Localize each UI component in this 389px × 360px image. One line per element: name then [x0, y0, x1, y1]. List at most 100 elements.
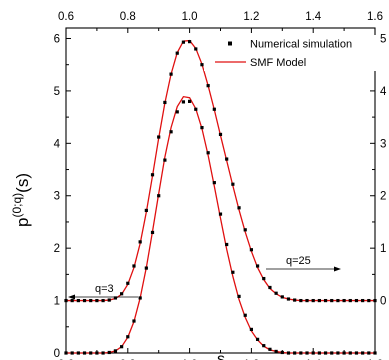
data-point-q=3	[113, 349, 118, 353]
data-point-q=3	[157, 194, 161, 198]
data-point-q=25	[255, 264, 260, 268]
data-point-q=25	[107, 298, 111, 302]
y-axis-title-main: p	[13, 218, 32, 227]
x-tick-label-top: 1.0	[182, 11, 198, 23]
y-tick-label-left: 4	[54, 138, 61, 150]
y-axis-title-sup: (0;q)	[10, 193, 24, 218]
data-point-q=3	[82, 351, 87, 355]
y-tick-label-left: 3	[54, 191, 60, 203]
data-point-q=25	[237, 206, 241, 210]
data-point-q=25	[169, 72, 173, 76]
data-point-q=25	[336, 298, 340, 303]
data-point-q=25	[70, 298, 74, 303]
y-tick-label-right: 1	[380, 243, 386, 255]
y-tick-label-right: 0	[380, 296, 386, 308]
data-point-q=3	[348, 351, 352, 355]
data-point-q=25	[249, 248, 253, 252]
data-point-q=3	[200, 126, 204, 130]
data-point-q=3	[181, 100, 186, 104]
data-point-q=3	[175, 110, 179, 114]
data-point-q=3	[367, 351, 371, 355]
data-point-q=25	[311, 298, 315, 303]
data-point-q=3	[163, 158, 167, 162]
data-point-q=3	[280, 350, 284, 355]
data-point-q=3	[293, 351, 297, 355]
data-point-q=3	[305, 351, 309, 355]
data-point-q=3	[126, 335, 130, 339]
series-line-q=3	[66, 95, 375, 354]
data-point-q=25	[212, 107, 216, 111]
data-point-q=25	[132, 264, 136, 268]
axes: 0.60.60.80.81.01.01.21.21.41.41.61.60123…	[54, 11, 387, 360]
data-point-q=3	[354, 351, 359, 355]
data-point-q=3	[144, 266, 148, 270]
data-point-q=25	[305, 298, 309, 303]
data-point-q=25	[299, 298, 303, 303]
data-point-q=25	[243, 228, 247, 232]
annotation-q25-arrowhead	[334, 266, 341, 272]
data-point-q=3	[330, 351, 334, 355]
data-point-q=3	[336, 351, 340, 355]
data-point-q=25	[76, 298, 80, 303]
y-tick-label-left: 5	[54, 86, 60, 98]
data-point-q=25	[181, 40, 186, 44]
y-axis-title-tail: (s)	[13, 173, 32, 193]
data-point-q=3	[150, 230, 155, 235]
y-axis-title: p(0;q)(s)	[10, 173, 32, 227]
data-point-q=3	[342, 351, 346, 355]
data-point-q=25	[175, 51, 179, 55]
data-point-q=3	[323, 351, 328, 355]
plot-frame	[65, 27, 376, 354]
annotations: q=25 q=3	[68, 255, 341, 300]
data-point-q=25	[354, 298, 359, 303]
data-point-q=25	[225, 157, 229, 161]
data-point-q=25	[274, 291, 278, 295]
data-point-q=25	[101, 298, 105, 303]
data-point-q=25	[64, 298, 68, 303]
x-axis-title: s	[217, 351, 225, 360]
legend-box	[204, 35, 378, 71]
data-point-q=3	[243, 313, 247, 317]
annotation-q3-label: q=3	[95, 283, 114, 295]
data-point-q=3	[268, 347, 272, 351]
data-point-q=25	[373, 298, 377, 303]
legend-label-simulation: Numerical simulation	[250, 39, 352, 51]
y-tick-label-left: 1	[54, 296, 60, 308]
data-point-q=25	[206, 84, 210, 88]
data-point-q=3	[218, 212, 223, 216]
data-point-q=3	[101, 351, 105, 355]
data-point-q=3	[132, 319, 136, 323]
legend-label-model: SMF Model	[250, 57, 306, 69]
legend-marker-simulation	[228, 41, 232, 46]
data-point-q=25	[231, 182, 235, 186]
data-point-q=25	[157, 135, 161, 139]
data-point-q=3	[138, 296, 142, 300]
legend: Numerical simulation SMF Model	[204, 35, 378, 71]
x-tick-label-top: 0.6	[58, 11, 74, 23]
data-point-q=3	[262, 344, 266, 348]
data-point-q=3	[76, 351, 80, 355]
y-tick-label-right: 4	[380, 86, 387, 98]
data-point-q=3	[70, 351, 74, 355]
data-point-q=25	[293, 298, 297, 302]
data-point-q=25	[113, 296, 118, 300]
data-point-q=25	[82, 298, 87, 303]
data-point-q=25	[194, 47, 198, 51]
data-point-q=25	[163, 100, 167, 105]
data-point-q=25	[95, 298, 99, 303]
data-point-q=3	[311, 351, 315, 355]
data-point-q=3	[225, 242, 229, 247]
annotation-q3-arrowhead	[68, 294, 75, 300]
annotation-q25-label: q=25	[286, 255, 311, 267]
data-point-q=3	[212, 181, 216, 185]
data-point-q=25	[120, 292, 124, 296]
data-point-q=3	[95, 351, 99, 355]
data-point-q=25	[188, 40, 192, 44]
data-point-q=3	[361, 351, 365, 355]
data-point-q=25	[361, 298, 365, 303]
series-line-q=25	[66, 39, 375, 302]
data-point-q=25	[330, 298, 334, 303]
data-point-q=25	[342, 298, 346, 303]
axis-titles: p(0;q)(s) s	[10, 173, 225, 360]
series-layer	[64, 39, 377, 355]
